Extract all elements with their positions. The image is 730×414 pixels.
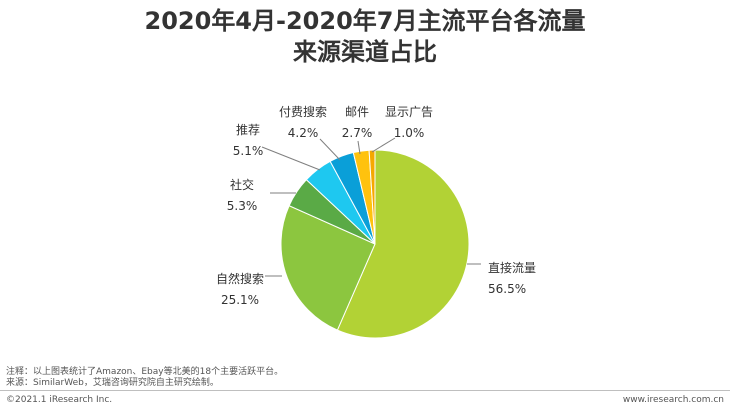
slice-value-7: 1.0% — [394, 126, 425, 140]
leader-line-7 — [371, 137, 396, 153]
chart-title: 2020年4月-2020年7月主流平台各流量 来源渠道占比 — [0, 6, 730, 68]
leader-line-5 — [319, 138, 341, 161]
slice-value-6: 2.7% — [342, 126, 373, 140]
slice-label-6: 邮件 — [345, 105, 369, 119]
chart-note: 注释：以上图表统计了Amazon、Ebay等北美的18个主要活跃平台。 — [6, 367, 284, 377]
slice-value-1: 56.5% — [488, 282, 526, 296]
pie-slice-1 — [336, 149, 470, 339]
pie-slices — [280, 149, 470, 339]
slice-label-3: 社交 — [230, 177, 254, 192]
slice-label-2: 自然搜索 — [216, 271, 264, 286]
footer-website: www.iresearch.com.cn — [622, 395, 724, 405]
slice-value-5: 4.2% — [288, 126, 319, 140]
slice-labels: 直接流量 56.5% 自然搜索 25.1% 社交 5.3% 推荐 5.1% 付费搜索 4.2% 邮件… — [216, 104, 536, 307]
chart-title-line-2: 来源渠道占比 — [293, 38, 437, 66]
slice-label-1: 直接流量 — [488, 260, 536, 275]
slice-label-4: 推荐 — [236, 123, 260, 137]
slice-value-3: 5.3% — [227, 199, 258, 213]
chart-title-line-1: 2020年4月-2020年7月主流平台各流量 — [144, 7, 586, 35]
leader-line-4 — [261, 146, 321, 171]
slice-label-7: 显示广告 — [385, 105, 433, 119]
pie-slice-2 — [280, 205, 376, 331]
leader-lines — [261, 137, 481, 277]
footer-copyright: ©2021.1 iResearch Inc. — [6, 395, 113, 405]
footer-divider — [0, 390, 730, 391]
chart-source: 来源：SimilarWeb，艾瑞咨询研究院自主研究绘制。 — [6, 378, 219, 388]
slice-value-4: 5.1% — [233, 144, 264, 158]
slice-value-2: 25.1% — [221, 293, 259, 307]
leader-line-6 — [357, 140, 361, 155]
slice-label-5: 付费搜索 — [279, 104, 327, 119]
